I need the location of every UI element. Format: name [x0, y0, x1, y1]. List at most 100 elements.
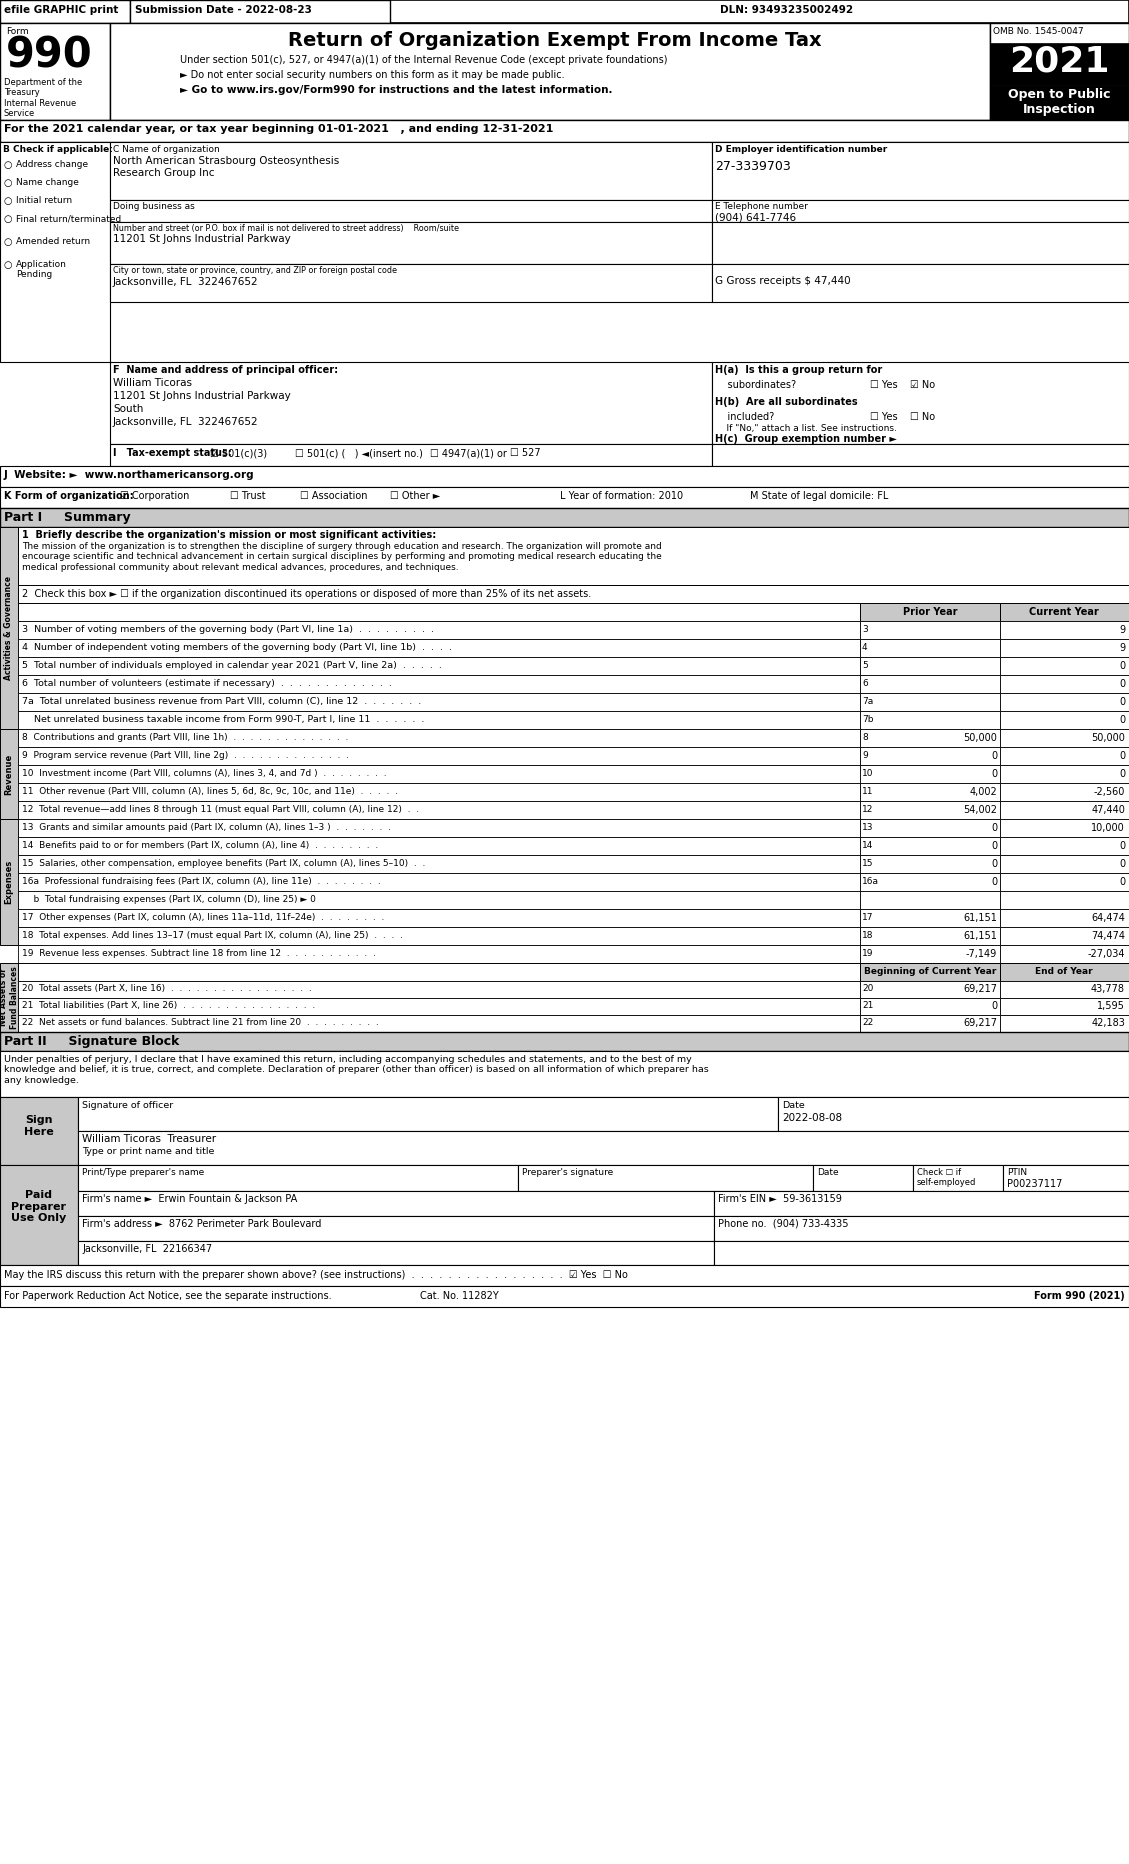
Bar	[860, 621, 1000, 639]
Bar	[860, 639, 1000, 656]
Text: Activities & Governance: Activities & Governance	[5, 576, 14, 680]
Text: 1,595: 1,595	[1097, 1001, 1124, 1010]
Text: ☐ Other ►: ☐ Other ►	[390, 490, 440, 501]
Text: 0: 0	[991, 824, 997, 833]
Text: 9: 9	[1119, 624, 1124, 636]
Bar	[110, 444, 712, 466]
Text: E Telephone number: E Telephone number	[715, 201, 808, 211]
Bar	[110, 22, 990, 119]
Text: Expenses: Expenses	[5, 859, 14, 904]
Text: 20  Total assets (Part X, line 16)  .  .  .  .  .  .  .  .  .  .  .  .  .  .  . : 20 Total assets (Part X, line 16) . . . …	[21, 984, 312, 994]
Text: 6: 6	[863, 678, 868, 688]
Text: Address change: Address change	[16, 160, 88, 170]
Bar	[1000, 818, 1129, 837]
Text: 17  Other expenses (Part IX, column (A), lines 11a–11d, 11f–24e)  .  .  .  .  . : 17 Other expenses (Part IX, column (A), …	[21, 913, 384, 923]
Text: South: South	[113, 404, 143, 414]
Text: William Ticoras  Treasurer: William Ticoras Treasurer	[82, 1133, 216, 1144]
Bar	[110, 199, 712, 222]
Text: 9: 9	[1119, 643, 1124, 652]
Text: Open to Public
Inspection: Open to Public Inspection	[1008, 88, 1110, 116]
Bar	[0, 964, 18, 1033]
Text: 12  Total revenue—add lines 8 through 11 (must equal Part VIII, column (A), line: 12 Total revenue—add lines 8 through 11 …	[21, 805, 419, 815]
Text: ☑ 501(c)(3): ☑ 501(c)(3)	[210, 447, 268, 459]
Bar	[860, 891, 1000, 910]
Text: 8: 8	[863, 733, 868, 742]
Text: 47,440: 47,440	[1091, 805, 1124, 815]
Text: 18  Total expenses. Add lines 13–17 (must equal Part IX, column (A), line 25)  .: 18 Total expenses. Add lines 13–17 (must…	[21, 930, 403, 939]
Text: Submission Date - 2022-08-23: Submission Date - 2022-08-23	[135, 6, 312, 15]
Text: 50,000: 50,000	[1091, 733, 1124, 744]
Bar	[130, 0, 390, 22]
Text: Number and street (or P.O. box if mail is not delivered to street address)    Ro: Number and street (or P.O. box if mail i…	[113, 224, 460, 233]
Text: 9: 9	[863, 751, 868, 761]
Bar	[860, 710, 1000, 729]
Bar	[18, 729, 860, 747]
Text: 0: 0	[991, 1001, 997, 1010]
Bar	[1000, 621, 1129, 639]
Text: M State of legal domicile: FL: M State of legal domicile: FL	[750, 490, 889, 501]
Bar	[913, 1165, 1003, 1191]
Text: H(a)  Is this a group return for: H(a) Is this a group return for	[715, 365, 882, 375]
Text: (904) 641-7746: (904) 641-7746	[715, 212, 796, 222]
Text: ► Do not enter social security numbers on this form as it may be made public.: ► Do not enter social security numbers o…	[180, 71, 564, 80]
Bar	[860, 783, 1000, 802]
Text: Under penalties of perjury, I declare that I have examined this return, includin: Under penalties of perjury, I declare th…	[5, 1055, 709, 1085]
Text: 69,217: 69,217	[963, 984, 997, 994]
Bar	[1000, 602, 1129, 621]
Bar	[18, 639, 860, 656]
Text: ○: ○	[5, 160, 12, 170]
Text: Signature of officer: Signature of officer	[82, 1102, 173, 1109]
Bar	[18, 602, 1129, 621]
Bar	[860, 837, 1000, 856]
Bar	[860, 729, 1000, 747]
Bar	[0, 509, 1129, 528]
Text: The mission of the organization is to strengthen the discipline of surgery throu: The mission of the organization is to st…	[21, 542, 662, 572]
Text: 0: 0	[1119, 859, 1124, 869]
Text: May the IRS discuss this return with the preparer shown above? (see instructions: May the IRS discuss this return with the…	[5, 1269, 628, 1281]
Text: 11  Other revenue (Part VIII, column (A), lines 5, 6d, 8c, 9c, 10c, and 11e)  . : 11 Other revenue (Part VIII, column (A),…	[21, 787, 399, 796]
Text: Initial return: Initial return	[16, 196, 72, 205]
Text: -7,149: -7,149	[965, 949, 997, 958]
Bar	[0, 0, 130, 22]
Text: 13: 13	[863, 824, 874, 831]
Text: Preparer's signature: Preparer's signature	[522, 1169, 613, 1176]
Bar	[1000, 926, 1129, 945]
Bar	[1000, 1016, 1129, 1033]
Text: 14  Benefits paid to or for members (Part IX, column (A), line 4)  .  .  .  .  .: 14 Benefits paid to or for members (Part…	[21, 841, 378, 850]
Bar	[1000, 747, 1129, 764]
Text: ☐ Association: ☐ Association	[300, 490, 368, 501]
Text: ○: ○	[5, 196, 12, 207]
Bar	[18, 528, 1129, 585]
Text: 15: 15	[863, 859, 874, 869]
Bar	[1000, 764, 1129, 783]
Text: 0: 0	[991, 859, 997, 869]
Text: 7a  Total unrelated business revenue from Part VIII, column (C), line 12  .  .  : 7a Total unrelated business revenue from…	[21, 697, 421, 706]
Bar	[0, 729, 18, 818]
Bar	[78, 1165, 518, 1191]
Text: 3: 3	[863, 624, 868, 634]
Bar	[1000, 675, 1129, 693]
Text: ☐ Yes: ☐ Yes	[870, 412, 898, 421]
Text: 5: 5	[863, 662, 868, 669]
Text: 21: 21	[863, 1001, 874, 1010]
Bar	[1000, 802, 1129, 818]
Bar	[990, 43, 1129, 86]
Text: subordinates?: subordinates?	[715, 380, 796, 390]
Bar	[18, 891, 860, 910]
Text: ☐ Yes: ☐ Yes	[870, 380, 898, 390]
Bar	[860, 910, 1000, 926]
Bar	[860, 818, 1000, 837]
Bar	[18, 693, 860, 710]
Bar	[860, 602, 1000, 621]
Text: 0: 0	[991, 751, 997, 761]
Text: b  Total fundraising expenses (Part IX, column (D), line 25) ► 0: b Total fundraising expenses (Part IX, c…	[21, 895, 316, 904]
Text: 0: 0	[1119, 678, 1124, 690]
Text: Doing business as: Doing business as	[113, 201, 194, 211]
Bar	[1000, 783, 1129, 802]
Bar	[860, 675, 1000, 693]
Text: Date: Date	[817, 1169, 839, 1176]
Bar	[78, 1098, 778, 1131]
Bar	[518, 1165, 813, 1191]
Text: 0: 0	[991, 876, 997, 887]
Text: 16a: 16a	[863, 876, 879, 885]
